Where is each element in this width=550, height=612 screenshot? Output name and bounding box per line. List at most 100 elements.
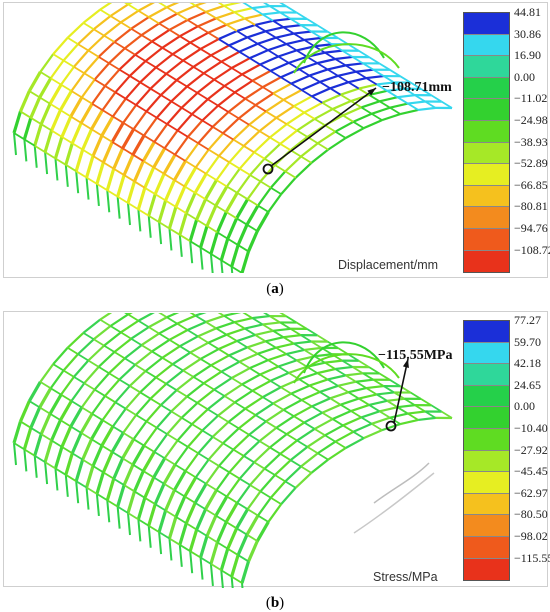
purlin-member: [93, 466, 103, 472]
arch-member: [242, 561, 248, 583]
arch-member: [35, 124, 41, 146]
purlin-member: [320, 82, 330, 88]
purlin-member: [266, 31, 276, 37]
arch-member: [252, 6, 269, 8]
arch-member: [275, 460, 291, 475]
purlin-member: [244, 456, 254, 462]
purlin-member: [265, 469, 275, 475]
arch-member: [229, 146, 243, 162]
purlin-member: [156, 67, 166, 73]
arch-member: [188, 322, 206, 330]
purlin-member: [249, 125, 259, 131]
displacement-model-view: [4, 3, 459, 273]
arch-member: [266, 27, 284, 31]
arch-member: [102, 116, 113, 135]
arch-member: [250, 159, 264, 175]
unstressed-member: [354, 473, 434, 533]
arch-member: [173, 353, 191, 365]
arch-member: [302, 392, 320, 400]
purlin-member: [113, 426, 123, 432]
purlin-member: [291, 460, 301, 466]
scale-band: [464, 13, 509, 35]
purlin-member: [167, 7, 177, 13]
purlin-member: [276, 38, 286, 44]
arch-member: [341, 399, 359, 405]
purlin-member: [221, 372, 231, 378]
purlin-member: [149, 17, 159, 23]
arch-member: [343, 417, 361, 425]
arch-member: [169, 207, 175, 229]
purlin-member: [372, 424, 382, 430]
purlin-member: [190, 551, 200, 557]
arch-member: [159, 201, 165, 223]
arch-member: [29, 72, 40, 91]
arch-member: [247, 31, 265, 37]
arch-member: [112, 123, 123, 142]
purlin-member: [266, 341, 276, 347]
purlin-member: [219, 466, 229, 472]
purlin-member: [283, 27, 293, 33]
support-leg: [180, 545, 182, 567]
purlin-member: [228, 422, 238, 428]
arch-member: [53, 38, 67, 54]
purlin-member: [149, 327, 159, 333]
scale-tick-label: −52.89: [514, 157, 548, 169]
purlin-member: [40, 407, 50, 413]
arch-member: [252, 381, 270, 391]
arch-member: [258, 38, 276, 44]
purlin-member: [273, 93, 283, 99]
arch-member: [232, 58, 250, 68]
arch-member: [197, 199, 206, 219]
purlin-member: [115, 92, 125, 98]
purlin-member: [176, 207, 186, 213]
purlin-member: [164, 174, 174, 180]
purlin-member: [214, 390, 224, 396]
arch-member: [71, 407, 82, 426]
arch-member: [359, 84, 377, 88]
scale-band: [464, 321, 509, 343]
arch-member: [387, 399, 404, 401]
purlin-member: [134, 491, 144, 497]
purlin-member: [45, 462, 55, 468]
purlin-member: [133, 465, 143, 471]
purlin-member: [325, 125, 335, 131]
arch-member: [312, 398, 330, 406]
arch-member: [254, 447, 270, 462]
purlin-member: [29, 401, 39, 407]
arch-member: [382, 114, 400, 120]
purlin-member: [380, 101, 390, 107]
purlin-member: [138, 209, 148, 215]
arch-member: [356, 70, 373, 72]
arch-member: [138, 498, 144, 520]
purlin-member: [343, 115, 353, 121]
arch-member: [178, 114, 192, 130]
arch-member: [211, 232, 217, 254]
support-leg: [180, 235, 182, 257]
arch-member: [164, 465, 175, 484]
purlin-member: [208, 33, 218, 39]
arch-member: [201, 349, 219, 359]
purlin-member: [228, 549, 238, 555]
purlin-member: [88, 360, 98, 366]
support-leg: [138, 209, 140, 231]
purlin-member: [193, 67, 203, 73]
purlin-member: [359, 399, 369, 405]
arch-member: [176, 497, 185, 517]
purlin-member: [237, 193, 247, 199]
purlin-member: [335, 59, 345, 65]
arch-member: [183, 49, 201, 61]
arch-member: [84, 57, 98, 73]
purlin-member: [247, 347, 257, 353]
purlin-member: [107, 190, 117, 196]
arch-member: [138, 188, 144, 210]
purlin-member: [245, 329, 255, 335]
support-leg: [201, 248, 203, 270]
purlin-member: [208, 343, 218, 349]
purlin-member: [390, 108, 400, 114]
arch-member: [276, 106, 294, 118]
purlin-member: [280, 454, 290, 460]
arch-member: [211, 542, 217, 564]
arch-member: [225, 74, 243, 86]
arch-member: [397, 405, 414, 407]
